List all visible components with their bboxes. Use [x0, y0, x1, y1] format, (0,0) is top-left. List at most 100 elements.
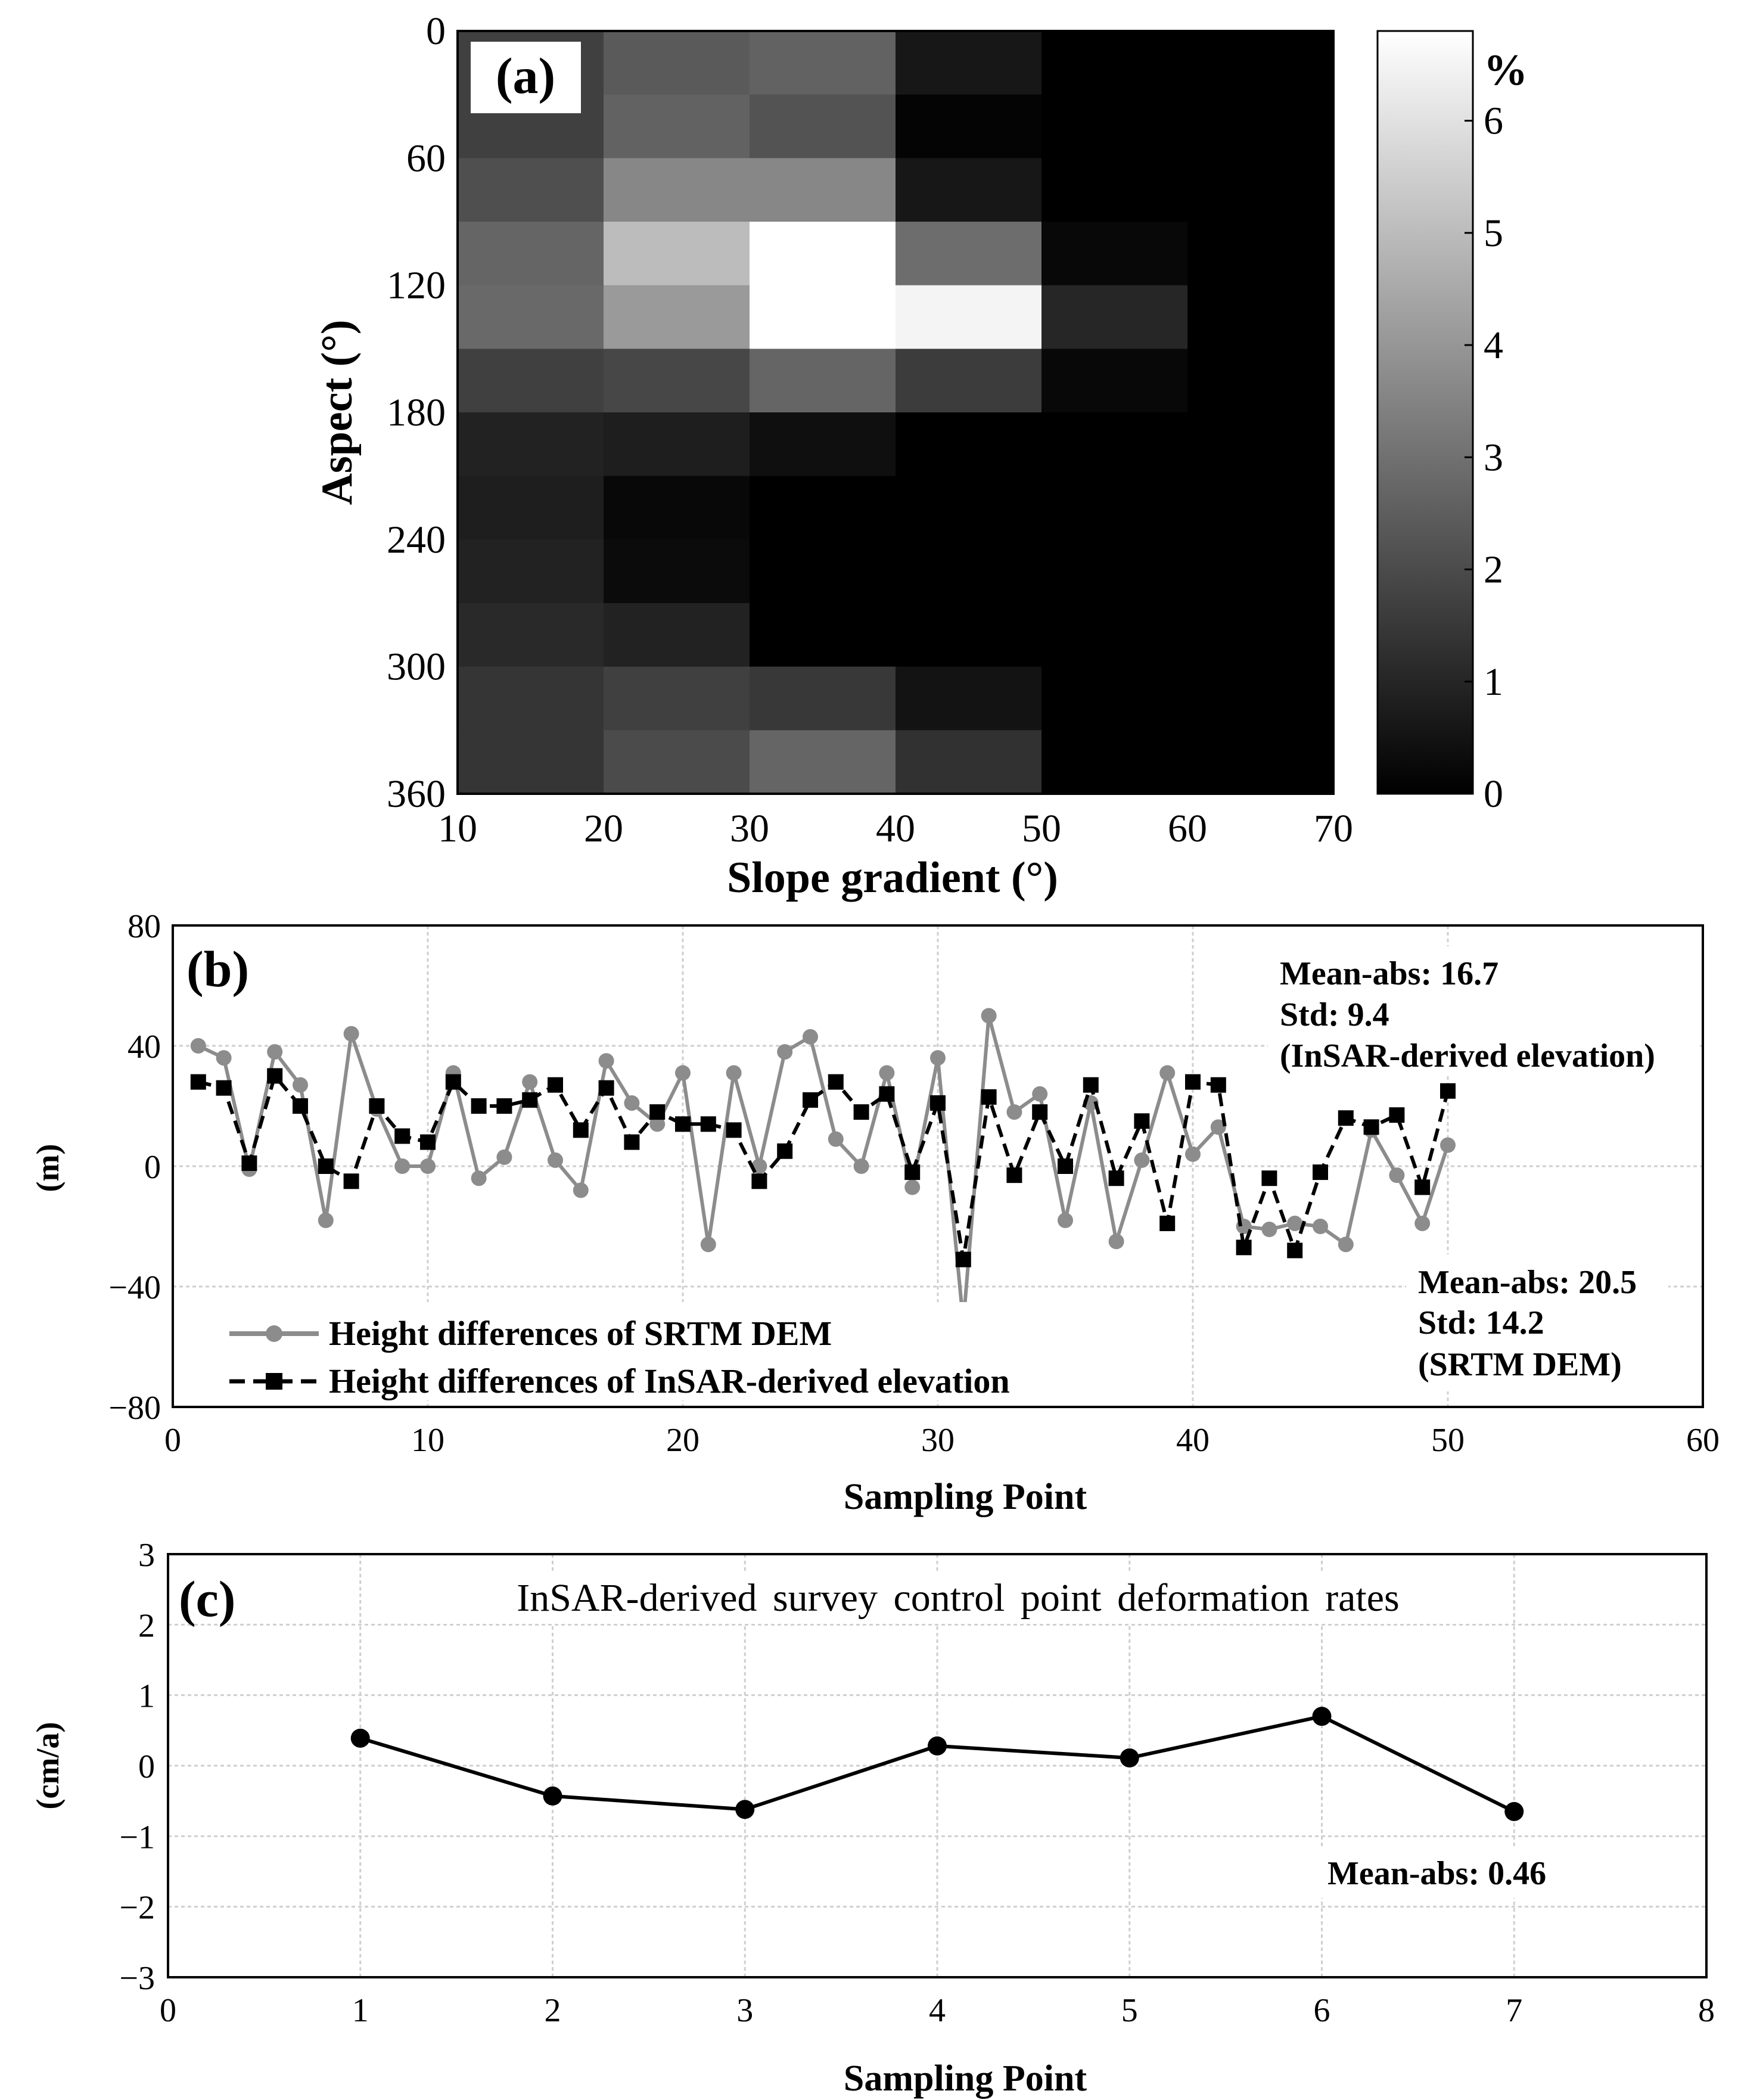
- heatmap-cell: [896, 94, 1042, 159]
- data-point: [573, 1122, 589, 1138]
- heatmap-cell: [750, 476, 896, 540]
- stats-annotation-insar: Mean-abs: 16.7 Std: 9.4 (InSAR-derived e…: [1268, 946, 1697, 1074]
- data-point: [1058, 1158, 1073, 1174]
- y-tick-labels: 0 60 120 180 240 300 360: [387, 10, 446, 816]
- x-tick-labels: 10 20 30 40 50 60 70: [438, 807, 1353, 850]
- heatmap-cell: [896, 412, 1042, 477]
- colorbar-unit-label: %: [1484, 46, 1528, 95]
- x-tick-labels: 0 1 2 3 4 5 6 7 8: [160, 1992, 1715, 2029]
- data-point: [522, 1074, 538, 1090]
- data-point: [496, 1098, 512, 1114]
- data-point: [471, 1170, 487, 1186]
- heatmap-cell: [604, 730, 750, 794]
- colorbar-tick-label: 1: [1484, 660, 1503, 704]
- legend-label: Height differences of SRTM DEM: [329, 1314, 832, 1353]
- heatmap-cell: [1041, 730, 1188, 794]
- gridlines: [168, 1554, 1706, 1977]
- heatmap-cell: [750, 539, 896, 604]
- data-point: [318, 1212, 334, 1228]
- panel-label-box: [471, 42, 581, 113]
- data-point: [1210, 1077, 1226, 1093]
- heatmap-cell: [896, 476, 1042, 540]
- data-point: [649, 1104, 666, 1120]
- heatmap-cell: [1041, 539, 1188, 604]
- stats-annotation-mean-abs: Mean-abs: 0.46: [1327, 1855, 1546, 1892]
- heatmap-cell: [604, 31, 750, 95]
- deformation-rate-panel: 0 1 2 3 4 5 6 7 8 −3 −2 −1 0 1 2 3 InSAR-derived surve…: [30, 1537, 1715, 2099]
- data-point: [369, 1098, 385, 1114]
- data-point: [1389, 1107, 1405, 1123]
- heatmap-cell: [896, 31, 1042, 95]
- data-point: [726, 1065, 742, 1081]
- heatmap-cell: [1041, 285, 1188, 349]
- x-tick-label: 50: [1431, 1422, 1465, 1459]
- data-point: [1313, 1164, 1328, 1181]
- data-point: [1058, 1212, 1073, 1228]
- annotation-line: (InSAR-derived elevation): [1280, 1037, 1655, 1074]
- data-point: [700, 1237, 716, 1253]
- y-tick-labels: −3 −2 −1 0 1 2 3: [119, 1537, 155, 1997]
- heatmap-cell: [1187, 31, 1334, 95]
- data-point: [1210, 1119, 1226, 1135]
- heatmap-cells: [458, 31, 1334, 794]
- data-point: [343, 1026, 359, 1042]
- data-point: [190, 1074, 206, 1090]
- heatmap-cell: [1041, 158, 1188, 222]
- y-tick-label: 1: [138, 1678, 155, 1715]
- heatmap-cell: [1041, 349, 1188, 413]
- heatmap-cell: [604, 666, 750, 731]
- series-srtm-dem: [190, 1008, 1456, 1331]
- x-tick-labels: 0 10 20 30 40 50 60: [164, 1422, 1720, 1459]
- x-axis-label: Sampling Point: [844, 2058, 1087, 2099]
- x-tick-label: 1: [352, 1992, 369, 2029]
- data-point: [1006, 1167, 1022, 1183]
- heatmap-cell: [1187, 476, 1334, 540]
- y-tick-label: 2: [138, 1607, 155, 1644]
- data-point: [930, 1095, 946, 1111]
- stats-annotation-srtm: Mean-abs: 20.5 Std: 14.2 (SRTM DEM): [1406, 1254, 1668, 1391]
- heatmap-cell: [458, 349, 604, 413]
- data-point: [1236, 1240, 1252, 1256]
- heatmap-cell: [1187, 222, 1334, 286]
- heatmap-cell: [458, 158, 604, 222]
- x-tick-label: 6: [1314, 1992, 1330, 2029]
- x-tick-label: 40: [1176, 1422, 1210, 1459]
- data-point: [1338, 1237, 1354, 1253]
- data-point: [853, 1158, 869, 1174]
- annotation-line: Std: 9.4: [1280, 996, 1389, 1033]
- heatmap-cell: [458, 476, 604, 540]
- heatmap-cell: [896, 349, 1042, 413]
- colorbar: 0 1 2 3 4 5 6 %: [1376, 30, 1528, 816]
- data-point: [598, 1053, 614, 1069]
- y-tick-label: 0: [426, 10, 446, 53]
- colorbar-tick-label: 3: [1484, 436, 1503, 479]
- data-point: [293, 1077, 308, 1093]
- legend: Height differences of SRTM DEM Height di…: [220, 1302, 1156, 1400]
- data-point: [420, 1134, 436, 1150]
- data-point: [1108, 1234, 1124, 1250]
- data-point: [981, 1089, 997, 1105]
- x-tick-label: 2: [545, 1992, 561, 2029]
- heatmap-cell: [1041, 476, 1188, 540]
- annotation-line: (SRTM DEM): [1418, 1346, 1622, 1383]
- heatmap-cell: [1187, 412, 1334, 477]
- heatmap-cell: [896, 603, 1042, 667]
- heatmap-cell: [1041, 31, 1188, 95]
- y-tick-label: 80: [128, 908, 161, 945]
- heatmap-cell: [604, 603, 750, 667]
- data-point: [904, 1179, 921, 1195]
- panel-label-a: (a): [496, 47, 555, 104]
- data-point: [1363, 1119, 1379, 1135]
- data-point: [394, 1128, 411, 1144]
- data-point: [1313, 1219, 1328, 1234]
- colorbar-tick-label: 6: [1484, 100, 1503, 143]
- heatmap-cell: [1187, 666, 1334, 731]
- y-tick-label: −2: [119, 1890, 155, 1927]
- data-point: [598, 1080, 614, 1096]
- data-point: [394, 1158, 411, 1174]
- heatmap-cell: [1187, 349, 1334, 413]
- heatmap-cell: [896, 222, 1042, 286]
- colorbar-gradient: [1376, 30, 1474, 795]
- data-point: [1159, 1215, 1176, 1231]
